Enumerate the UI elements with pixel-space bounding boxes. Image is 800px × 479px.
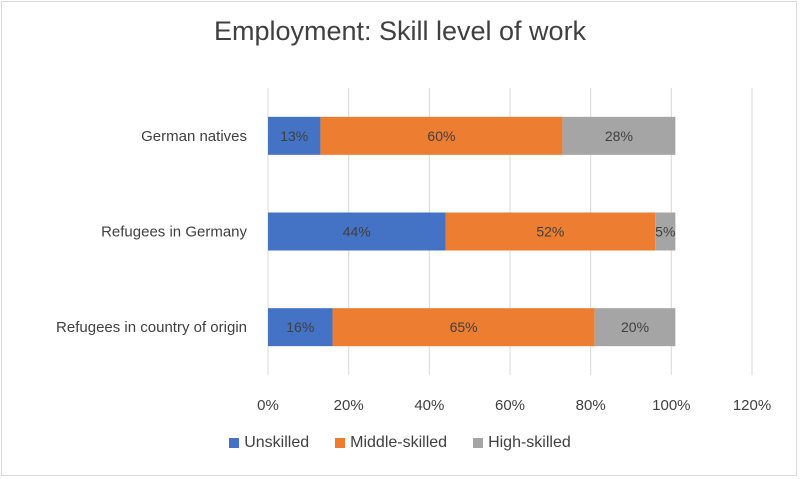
x-tick-label: 100% [652,397,690,414]
legend-label: High-skilled [488,434,571,451]
legend-swatch [473,438,484,448]
legend-item: Middle-skilled [335,434,447,452]
data-label: 28% [605,128,633,144]
bar-segment [268,308,333,347]
legend-label: Middle-skilled [350,434,448,451]
data-label: 44% [343,224,371,240]
x-tick-label: 80% [576,397,606,414]
bar-segment [655,212,676,251]
data-label: 52% [536,224,564,240]
legend-item: Unskilled [229,434,309,452]
x-tick-label: 40% [414,397,444,414]
data-label: 13% [280,128,308,144]
legend-swatch [229,438,240,448]
bar-segment [445,212,656,251]
data-label: 20% [621,319,649,335]
legend-swatch [335,438,346,448]
category-label: German natives [141,128,247,145]
chart-legend: Unskilled Middle-skilled High-skilled [0,434,800,452]
bar-segment [594,308,676,347]
legend-label: Unskilled [244,434,310,451]
bar-segment [332,308,595,347]
data-label: 60% [427,128,455,144]
x-tick-label: 60% [495,397,525,414]
chart-title: Employment: Skill level of work [213,16,587,46]
data-label: 65% [450,319,478,335]
x-tick-label: 20% [334,397,364,414]
data-label: 16% [286,319,314,335]
category-label: Refugees in country of origin [56,319,247,336]
x-tick-label: 0% [257,397,279,414]
bar-segment [320,116,563,155]
legend-item: High-skilled [473,434,571,452]
bar-segment [268,212,446,251]
data-label: 5% [655,224,675,240]
category-label: Refugees in Germany [101,224,247,241]
bar-segment [562,116,676,155]
bar-segment [268,116,321,155]
x-tick-label: 120% [733,397,771,414]
